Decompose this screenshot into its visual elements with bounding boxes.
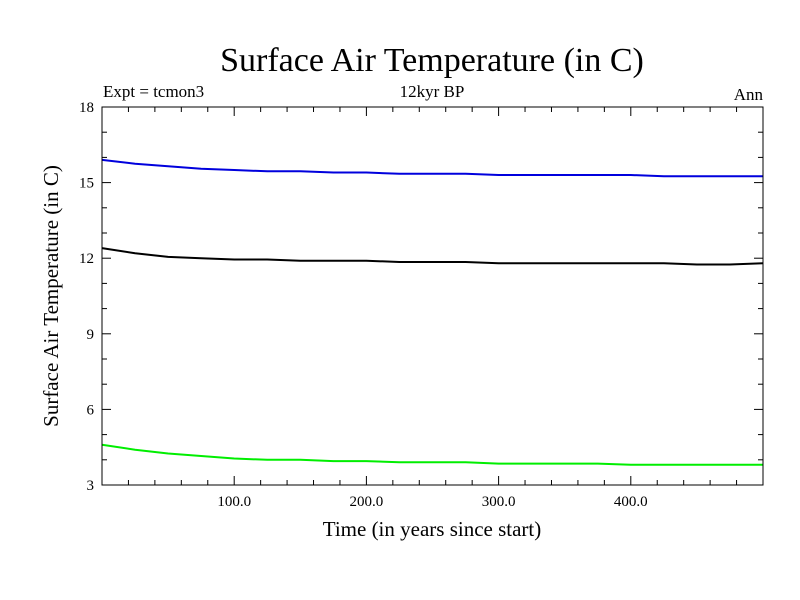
averaging-label: Ann bbox=[734, 85, 764, 104]
y-tick-label: 6 bbox=[87, 402, 95, 418]
y-tick-label: 9 bbox=[87, 327, 95, 343]
series-layer bbox=[101, 158, 764, 466]
x-tick-label: 300.0 bbox=[482, 494, 516, 510]
x-tick-label: 400.0 bbox=[614, 494, 648, 510]
period-label: 12kyr BP bbox=[400, 82, 465, 101]
y-tick-label: 15 bbox=[79, 176, 94, 192]
chart-title: Surface Air Temperature (in C) bbox=[220, 42, 644, 79]
x-tick-label: 200.0 bbox=[350, 494, 384, 510]
y-tick-label: 3 bbox=[87, 478, 95, 494]
experiment-label: Expt = tcmon3 bbox=[103, 82, 204, 101]
series-line-0 bbox=[101, 158, 763, 178]
y-tick-label: 18 bbox=[79, 100, 94, 116]
x-axis-label: Time (in years since start) bbox=[323, 517, 542, 541]
tick-layer: 3 6 9 12 15 18 100.0 200.0 300.0 400.0 bbox=[79, 100, 763, 510]
series-line-1 bbox=[101, 247, 764, 266]
series-line-2 bbox=[101, 443, 763, 466]
y-axis-label: Surface Air Temperature (in C) bbox=[39, 165, 63, 427]
plot-frame bbox=[101, 106, 764, 486]
y-tick-label: 12 bbox=[79, 251, 94, 267]
x-tick-label: 100.0 bbox=[217, 494, 251, 510]
